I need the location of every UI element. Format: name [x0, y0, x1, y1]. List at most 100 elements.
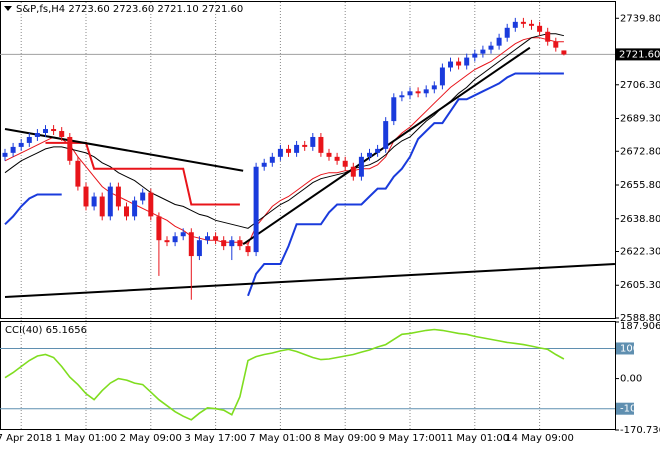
candle-body [350, 166, 356, 177]
indicator-line [4, 33, 565, 229]
y-tick-label: 2672.80 [620, 146, 660, 157]
candle-body [245, 246, 251, 253]
candle-body [423, 89, 429, 94]
candle-body [553, 41, 559, 48]
candle-body [237, 240, 243, 247]
candle-body [124, 206, 129, 217]
price-tag [616, 48, 660, 61]
indicator-line [45, 141, 240, 206]
candle-body [456, 61, 462, 66]
x-tick-label: 1 May 01:00 [55, 433, 117, 444]
indicator-title: CCI(40) 65.1656 [5, 325, 87, 336]
candle-body [399, 95, 405, 98]
candle-body [2, 152, 8, 157]
candle-body [448, 61, 453, 68]
candle-body [504, 27, 510, 38]
candle-body [545, 31, 551, 42]
candle-body [318, 136, 324, 153]
candle-body [480, 49, 486, 54]
candle-body [26, 136, 32, 143]
y-tick-label: 0.00 [620, 374, 642, 385]
candle-body [537, 25, 543, 32]
candle-body [253, 166, 259, 253]
x-tick-label: 3 May 17:00 [184, 433, 246, 444]
y-tick-label: 2605.30 [620, 280, 660, 291]
candle-body [156, 216, 162, 241]
candle-body [488, 45, 494, 50]
candle-body [342, 160, 348, 167]
candle-body [34, 133, 40, 137]
level-tag [616, 342, 634, 355]
indicator-line [247, 72, 564, 297]
candle-body [67, 136, 73, 161]
candle-body [205, 236, 210, 241]
candle-body [310, 136, 316, 147]
candle-body [172, 236, 178, 243]
indicator-line [4, 193, 62, 226]
x-tick-label: 2 May 09:00 [120, 433, 182, 444]
x-tick-label: 14 May 09:00 [505, 433, 574, 444]
x-tick-label: 11 May 01:00 [441, 433, 510, 444]
menu-triangle[interactable] [4, 6, 12, 11]
candle-body [529, 23, 534, 26]
y-tick-label: 2689.30 [620, 114, 660, 125]
y-tick-label: -170.7363 [620, 425, 660, 436]
candle-body [512, 21, 518, 28]
candle-body [188, 232, 194, 257]
candle-body [148, 192, 154, 217]
candle-body [213, 236, 219, 241]
y-tick-label: 2638.80 [620, 214, 660, 225]
candle-body [140, 192, 146, 201]
candle-body [375, 148, 381, 153]
candle-body [196, 240, 202, 257]
cci-panel [0, 321, 616, 430]
trendline [4, 263, 615, 298]
y-tick-label: 2622.30 [620, 247, 660, 258]
candle-body [10, 146, 16, 153]
candle-body [334, 156, 340, 161]
candle-body [415, 91, 421, 94]
candle-body [83, 186, 89, 207]
candle-body [302, 144, 308, 147]
candle-body [43, 129, 48, 134]
y-tick-label: -100 [620, 404, 643, 415]
candle-body [367, 152, 372, 157]
x-tick-label: 27 Apr 2018 [0, 433, 52, 444]
candle-body [221, 240, 227, 247]
candle-body [277, 148, 283, 157]
candle-body [229, 240, 235, 247]
candle-body [286, 148, 291, 153]
x-tick-label: 8 May 09:00 [314, 433, 376, 444]
candle-body [59, 131, 65, 137]
candle-body [520, 21, 526, 24]
x-tick-label: 9 May 17:00 [379, 433, 441, 444]
cci-line [4, 328, 565, 421]
candle-body [180, 232, 186, 237]
candle-body [358, 156, 364, 177]
y-tick-label: 2655.80 [620, 180, 660, 191]
candle-body [407, 91, 413, 96]
candle-body [472, 53, 478, 58]
candle-body [496, 37, 502, 46]
x-tick-label: 7 May 01:00 [249, 433, 311, 444]
trendline [4, 128, 244, 172]
candle-body [107, 186, 113, 217]
candle-body [326, 152, 332, 157]
y-tick-label: 100 [620, 343, 639, 354]
candle-body [75, 160, 81, 187]
candle-body [164, 240, 170, 243]
candle-body [18, 142, 24, 147]
candle-body [431, 85, 437, 90]
candle-body [294, 144, 300, 153]
candle-body [383, 121, 389, 149]
candle-body [99, 196, 105, 217]
candle-body [132, 200, 138, 217]
y-tick-label: 2739.80 [620, 13, 660, 24]
candle-body [269, 156, 275, 163]
candle-body [91, 196, 97, 207]
candle-body [261, 162, 267, 167]
candle-body [391, 97, 397, 122]
indicator-line [4, 37, 564, 245]
